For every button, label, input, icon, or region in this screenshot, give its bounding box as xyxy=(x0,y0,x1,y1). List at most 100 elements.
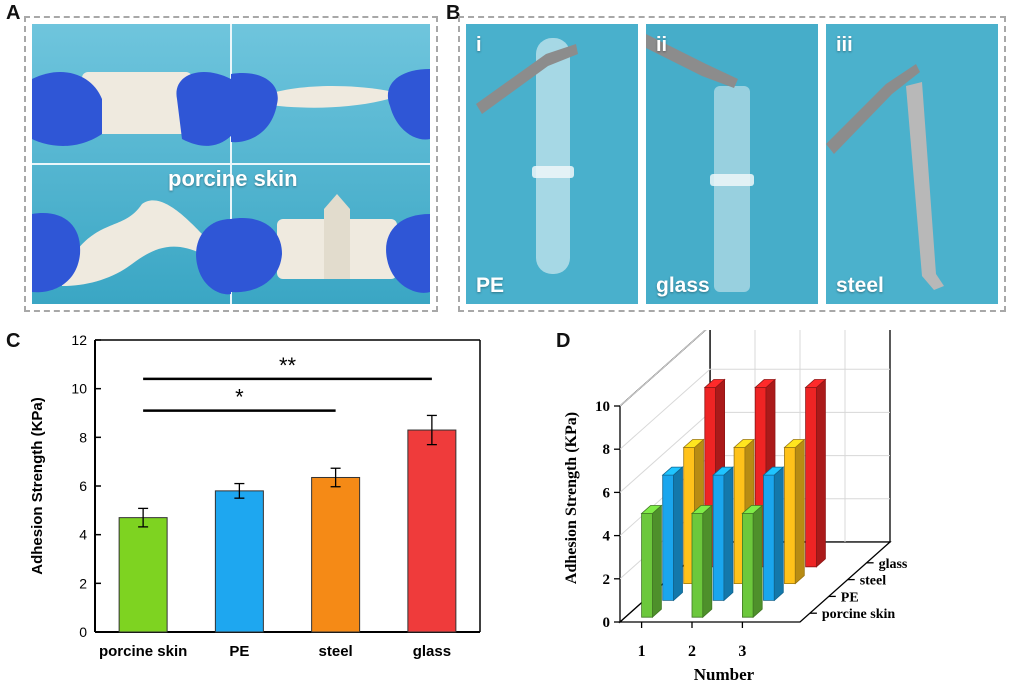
chart-d-y-tick-label: 0 xyxy=(603,615,611,631)
panel-letter-d: D xyxy=(556,330,571,352)
pe-numeral: i xyxy=(476,34,482,56)
chart-d-bar-porcine-skin-1 xyxy=(640,504,663,619)
chart-d-bar-glass-3 xyxy=(804,378,827,568)
chart-d-bar-front xyxy=(784,447,796,585)
chart-d-bar-front xyxy=(641,513,653,618)
chart-d-x-tick-label: 1 xyxy=(638,643,646,660)
chart-c-y-tick-label: 10 xyxy=(71,381,87,397)
steel-tweezer-photo: iii steel xyxy=(826,24,998,304)
chart-c-bar-glass xyxy=(407,429,457,633)
chart-d-bar-side xyxy=(723,466,734,602)
chart-d-bar-porcine-skin-3 xyxy=(741,504,764,619)
panel-a-frame: porcine skin xyxy=(24,16,438,312)
porcine-skin-illustration xyxy=(32,24,430,304)
chart-d-bar-pe-2 xyxy=(712,466,734,602)
chart-d-y-tick-label: 8 xyxy=(603,442,611,458)
chart-d-bar-top xyxy=(690,505,713,514)
steel-numeral: iii xyxy=(836,34,853,56)
chart-c-x-tick-label: PE xyxy=(229,643,249,660)
porcine-skin-photo: porcine skin xyxy=(32,24,430,304)
chart-d-bar-side xyxy=(752,504,763,619)
chart-c-bar-pe xyxy=(214,490,264,633)
chart-d-bar-front xyxy=(763,474,775,601)
chart-d-bar-top xyxy=(661,466,684,476)
chart-c-y-ticks: 0 2 4 6 8 10 12 xyxy=(71,332,101,640)
glass-tube-illustration xyxy=(646,24,818,304)
chart-d-bars xyxy=(640,378,827,619)
chart-d-y-tick-label: 2 xyxy=(603,572,611,588)
chart-d-bar-top xyxy=(804,379,827,388)
chart-c-y-tick-label: 12 xyxy=(71,332,87,348)
panel-letter-a: A xyxy=(6,2,21,24)
chart-d-bar-front xyxy=(805,387,817,568)
chart-d-depth-label: steel xyxy=(860,574,887,589)
chart-c-significance: *** xyxy=(143,353,432,412)
glass-label: glass xyxy=(656,274,710,297)
panel-letter-b: B xyxy=(446,2,461,24)
pe-label: PE xyxy=(476,274,505,297)
chart-c-y-label: Adhesion Strength (KPa) xyxy=(29,397,46,575)
chart-c-x-tick-label: glass xyxy=(413,643,451,660)
chart-d-y-label: Adhesion Strength (KPa) xyxy=(563,412,580,584)
chart-d-bar-pe-3 xyxy=(762,466,785,602)
chart-d-bar-top xyxy=(682,439,705,448)
panel-b-frame: i PE ii glass iii steel xyxy=(458,16,1006,312)
chart-d-bar-side xyxy=(673,466,683,602)
chart-d-bar-front xyxy=(712,474,725,601)
chart-c-y-tick-label: 6 xyxy=(79,478,87,494)
chart-d-bar-front xyxy=(662,474,674,601)
glass-numeral: ii xyxy=(656,34,668,56)
chart-d-x-tick-label: 2 xyxy=(688,643,696,660)
chart-d-bar-steel-3 xyxy=(783,438,806,585)
chart-d-bar-top xyxy=(733,439,755,448)
chart-d-y-tick-label: 6 xyxy=(603,485,611,501)
chart-d-y-ticks: 0 2 4 6 8 10 xyxy=(595,399,620,631)
chart-d-bar-top xyxy=(741,505,764,514)
chart-d-bar-side xyxy=(794,438,805,585)
chart-c-bar-steel xyxy=(311,476,361,633)
chart-d-bar-pe-1 xyxy=(661,466,684,602)
chart-c-y-tick-label: 2 xyxy=(79,575,87,591)
chart-d-bar-front xyxy=(741,513,754,618)
chart-d-y-tick-label: 4 xyxy=(603,529,611,545)
chart-d-bar-side xyxy=(815,378,826,568)
chart-c-x-labels: porcine skin PE steel glass xyxy=(99,643,451,660)
glass-tube-photo: ii glass xyxy=(646,24,818,304)
chart-c: 0 2 4 6 8 10 12 *** porcine skin PE steel glass A… xyxy=(29,332,481,660)
chart-d-depth-label: glass xyxy=(879,557,908,572)
chart-c-significance-label: * xyxy=(235,385,244,410)
chart-c-bars xyxy=(118,414,457,633)
steel-label: steel xyxy=(836,274,884,297)
panel-letter-c: C xyxy=(6,330,21,352)
chart-d-bar-top xyxy=(783,439,806,448)
chart-d-bar-top xyxy=(640,505,663,514)
chart-d-bar-top xyxy=(762,466,785,476)
porcine-skin-caption: porcine skin xyxy=(168,166,298,191)
pe-tube-photo: i PE xyxy=(466,24,638,304)
chart-d-bar-top xyxy=(712,466,734,476)
chart-c-y-tick-label: 8 xyxy=(79,429,87,445)
chart-d-x-label: Number xyxy=(694,665,755,684)
chart-d-gridline xyxy=(619,330,707,407)
chart-c-x-tick-label: steel xyxy=(319,643,353,660)
chart-d-x-ticks: 1 2 3 xyxy=(638,622,746,660)
chart-d-bar-front xyxy=(691,513,704,618)
chart-d-bar-side xyxy=(773,466,784,602)
chart-d-x-tick-label: 3 xyxy=(738,643,746,660)
chart-c-y-tick-label: 4 xyxy=(79,527,87,543)
steel-tweezer-illustration xyxy=(826,24,998,304)
chart-d-depth-label: porcine skin xyxy=(822,607,895,622)
pe-tube-illustration xyxy=(466,24,638,304)
chart-c-bar-porcine-skin xyxy=(118,517,168,633)
chart-d-bar-top xyxy=(754,379,777,388)
chart-d-bar-porcine-skin-2 xyxy=(690,504,713,619)
chart-d-gridline xyxy=(619,368,890,450)
chart-c-x-tick-label: porcine skin xyxy=(99,643,187,660)
chart-d-bar-top xyxy=(703,379,726,388)
chart-c-y-tick-label: 0 xyxy=(79,624,87,640)
chart-d-depth-label: PE xyxy=(841,590,859,605)
chart-d-bar-side xyxy=(702,504,713,619)
chart-d-bar-side xyxy=(652,504,662,619)
